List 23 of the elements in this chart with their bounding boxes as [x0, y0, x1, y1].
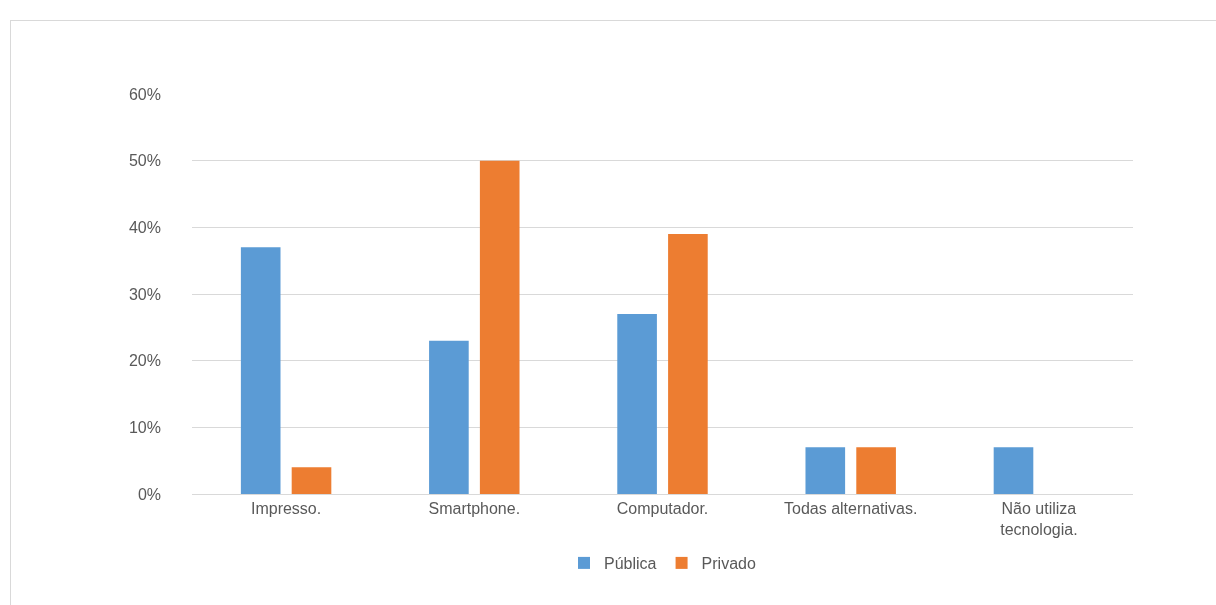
y-tick-label: 40% — [128, 218, 161, 236]
bar — [479, 160, 520, 494]
x-tick-label: Impresso. — [250, 500, 322, 518]
x-tick-label: Computador. — [616, 500, 709, 518]
bar — [856, 447, 896, 494]
y-tick-label: 30% — [128, 285, 161, 303]
legend-label: Pública — [604, 555, 657, 573]
y-tick-label: 10% — [128, 418, 161, 436]
bar — [240, 247, 281, 494]
y-tick-label: 50% — [128, 152, 161, 170]
x-tick-label: Smartphone. — [428, 500, 521, 518]
y-tick-label: 0% — [137, 485, 161, 503]
legend-label: Privado — [701, 555, 756, 573]
x-tick-label: Todas alternativas. — [784, 500, 918, 518]
y-tick-label: 60% — [128, 85, 161, 103]
y-tick-label: 20% — [128, 352, 161, 370]
bar — [805, 447, 846, 494]
bar — [668, 234, 708, 494]
bar — [617, 314, 657, 494]
x-tick-label: Não utiliza tecnologia. — [1000, 500, 1078, 538]
bar — [993, 447, 1034, 494]
bar — [429, 340, 469, 494]
bar — [291, 467, 332, 494]
